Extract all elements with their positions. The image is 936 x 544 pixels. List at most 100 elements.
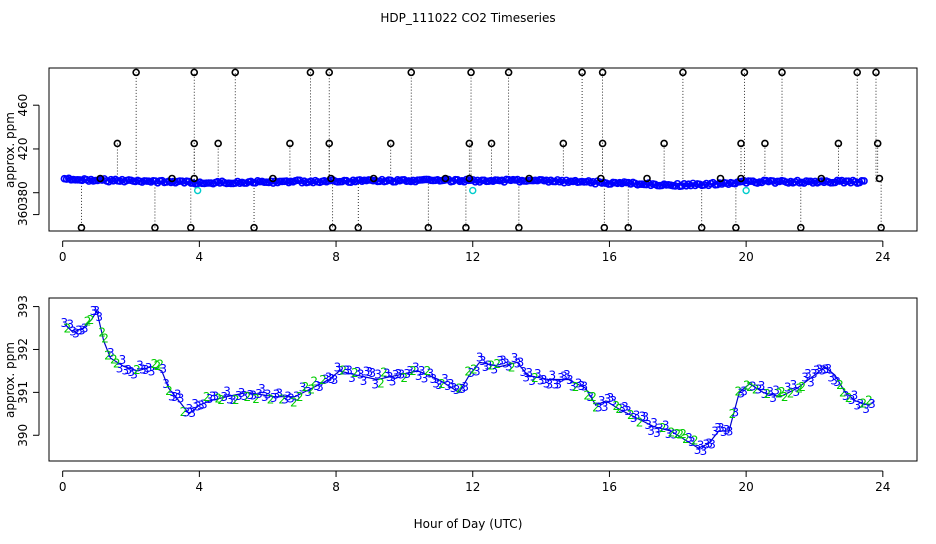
bottom-marker-2: 2: [104, 348, 112, 362]
bottom-marker-3: 3: [386, 370, 394, 384]
bottom-marker-3: 3: [549, 369, 557, 383]
bottom-marker-3: 3: [427, 367, 435, 381]
bottom-marker-2: 2: [592, 400, 600, 414]
bottom-marker-3: 3: [502, 356, 510, 370]
bottom-marker-3: 3: [610, 394, 618, 408]
bottom-marker-3: 3: [194, 399, 202, 413]
bottom-marker-3: 3: [337, 364, 345, 378]
bottom-marker-2: 2: [781, 390, 789, 404]
bottom-marker-3: 3: [766, 385, 774, 399]
top-outlier-point: [600, 223, 609, 232]
bottom-marker-3: 3: [601, 400, 609, 414]
bottom-marker-3: 3: [75, 324, 83, 338]
bottom-marker-2: 2: [278, 392, 286, 406]
bottom-marker-3: 3: [348, 371, 356, 385]
chart-title: HDP_111022 CO2 Timeseries: [380, 11, 555, 25]
bottom-marker-3: 3: [868, 397, 876, 411]
bottom-marker-3: 3: [331, 373, 339, 387]
bottom-marker-2: 2: [84, 314, 92, 328]
top-outlier-point: [817, 174, 826, 183]
bottom-marker-3: 3: [726, 424, 734, 438]
top-outlier-point: [737, 139, 745, 148]
bottom-marker-3: 3: [145, 361, 153, 375]
bottom-marker-3: 3: [496, 354, 504, 368]
bottom-marker-3: 3: [554, 377, 562, 391]
bottom-marker-3: 3: [116, 361, 124, 375]
bottom-marker-2: 2: [673, 427, 681, 441]
bottom-marker-2: 2: [682, 432, 690, 446]
top-outlier-point: [77, 223, 86, 232]
bottom-marker-3: 3: [389, 374, 397, 388]
top-outlier-point: [797, 223, 805, 232]
bottom-marker-3: 3: [238, 386, 246, 400]
bottom-marker-3: 3: [851, 388, 859, 402]
bottom-marker-3: 3: [159, 362, 167, 376]
bottom-marker-2: 2: [572, 380, 580, 394]
bottom-x-tick-label: 12: [465, 480, 480, 494]
bottom-x-tick-label: 8: [332, 480, 340, 494]
bottom-marker-3: 3: [665, 427, 673, 441]
top-outlier-point: [286, 139, 294, 148]
top-outlier-point: [761, 139, 769, 148]
bottom-marker-3: 3: [162, 377, 170, 391]
bottom-plot-frame: [48, 297, 918, 462]
top-outlier-point: [465, 174, 474, 183]
bottom-marker-3: 3: [447, 377, 455, 391]
bottom-marker-3: 3: [517, 356, 525, 370]
bottom-marker-3: 3: [142, 363, 150, 377]
bottom-marker-3: 3: [633, 409, 641, 423]
top-outlier-point: [231, 68, 240, 77]
top-x-tick-label: 24: [875, 250, 890, 264]
bottom-marker-3: 3: [453, 383, 461, 397]
bottom-marker-2: 2: [743, 378, 751, 392]
bottom-marker-3: 3: [827, 370, 835, 384]
bottom-marker-2: 2: [217, 393, 225, 407]
top-x-tick-label: 20: [738, 250, 753, 264]
bottom-marker-3: 3: [270, 391, 278, 405]
bottom-marker-3: 3: [708, 437, 716, 451]
bottom-marker-2: 2: [627, 408, 635, 422]
bottom-marker-3: 3: [276, 386, 284, 400]
bottom-marker-3: 3: [188, 406, 196, 420]
bottom-y-tick-label: 392: [16, 338, 30, 361]
bottom-marker-3: 3: [432, 377, 440, 391]
bottom-marker-3: 3: [642, 410, 650, 424]
bottom-marker-3: 3: [467, 366, 475, 380]
top-secondary-point: [469, 186, 477, 195]
bottom-marker-2: 2: [267, 393, 275, 407]
top-outlier-point: [504, 68, 513, 77]
bottom-marker-2: 2: [778, 385, 786, 399]
bottom-marker-3: 3: [412, 360, 420, 374]
top-x-tick-label: 0: [59, 250, 67, 264]
bottom-marker-2: 2: [165, 384, 173, 398]
top-y-axis-label: approx. ppm: [3, 112, 17, 188]
bottom-marker-3: 3: [700, 444, 708, 458]
bottom-y-tick-label: 390: [16, 424, 30, 447]
bottom-marker-3: 3: [69, 324, 77, 338]
bottom-marker-3: 3: [758, 379, 766, 393]
bottom-marker-3: 3: [226, 392, 234, 406]
bottom-marker-3: 3: [813, 364, 821, 378]
bottom-marker-3: 3: [293, 390, 301, 404]
bottom-marker-3: 3: [697, 438, 705, 452]
bottom-marker-2: 2: [133, 363, 141, 377]
bottom-marker-3: 3: [525, 366, 533, 380]
top-outlier-point: [168, 174, 176, 183]
bottom-marker-2: 2: [151, 357, 159, 371]
bottom-marker-3: 3: [220, 390, 228, 404]
bottom-marker-3: 3: [685, 431, 693, 445]
top-outlier-point: [877, 223, 885, 232]
bottom-marker-3: 3: [644, 418, 652, 432]
top-outlier-point: [132, 68, 140, 77]
top-outlier-point: [328, 223, 337, 232]
bottom-marker-3: 3: [737, 386, 745, 400]
bottom-marker-3: 3: [862, 402, 870, 416]
bottom-marker-2: 2: [859, 396, 867, 410]
bottom-marker-3: 3: [185, 402, 193, 416]
bottom-marker-3: 3: [168, 389, 176, 403]
bottom-marker-2: 2: [456, 381, 464, 395]
bottom-marker-2: 2: [310, 374, 318, 388]
